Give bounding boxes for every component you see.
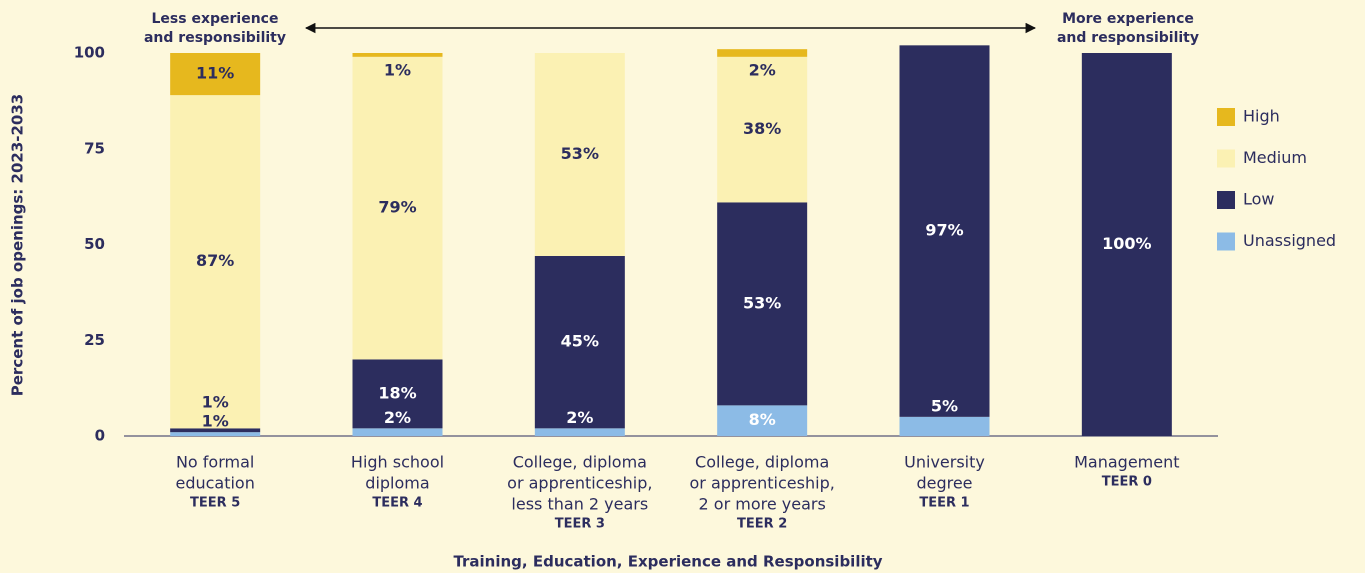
data-label: 2% (566, 408, 593, 427)
bar-segment (717, 405, 808, 436)
annotation: Less experience (152, 11, 279, 27)
teer-label: TEER 2 (737, 517, 787, 532)
x-tick-label: or apprenticeship, (507, 474, 652, 493)
x-tick-label: diploma (365, 474, 429, 493)
bar-segment (534, 428, 625, 436)
data-label: 53% (561, 144, 599, 163)
x-axis-label: Training, Education, Experience and Resp… (453, 553, 882, 571)
teer-label: TEER 5 (190, 496, 240, 511)
y-tick-label: 100 (74, 44, 105, 62)
legend-swatch (1217, 149, 1235, 168)
x-tick-label: or apprenticeship, (690, 474, 835, 493)
teer-label: TEER 1 (919, 496, 969, 511)
bar-segment (352, 53, 443, 57)
bar-segment (534, 53, 625, 256)
x-tick-label: High school (351, 453, 444, 472)
data-label: 45% (561, 332, 599, 351)
data-label: 11% (196, 64, 234, 83)
bar-segment (352, 359, 443, 429)
annotation: and responsibility (1057, 30, 1199, 46)
data-label: 1% (202, 412, 229, 431)
data-label: 79% (378, 198, 416, 217)
data-label: 100% (1102, 234, 1151, 253)
bar-segment (899, 416, 990, 436)
data-label: 2% (384, 408, 411, 427)
y-tick-label: 0 (95, 427, 105, 445)
data-label: 53% (743, 293, 781, 312)
data-label: 18% (378, 383, 416, 402)
x-tick-label: 2 or more years (699, 495, 826, 514)
x-tick-label: No formal (176, 453, 254, 472)
bar-segment (352, 56, 443, 360)
data-label: 1% (202, 393, 229, 412)
x-tick-label: College, diploma (695, 453, 829, 472)
legend-label: Unassigned (1243, 231, 1336, 250)
teer-label: TEER 0 (1102, 475, 1152, 490)
data-label: 38% (743, 119, 781, 138)
bar-segment (1081, 53, 1172, 436)
bar-segment (170, 95, 261, 429)
x-tick-label: College, diploma (513, 453, 647, 472)
x-tick-label: University (904, 453, 985, 472)
data-label: 87% (196, 251, 234, 270)
teer-label: TEER 4 (372, 496, 422, 511)
bar-segment (170, 53, 261, 96)
annotation: and responsibility (144, 30, 286, 46)
legend-label: Medium (1243, 148, 1307, 167)
bar-segment (170, 432, 261, 436)
bar-segment (717, 202, 808, 406)
data-label: 97% (925, 221, 963, 240)
bar-segment (170, 428, 261, 433)
bar-segment (717, 56, 808, 203)
bar-segment (717, 49, 808, 57)
legend-label: Low (1243, 190, 1275, 209)
x-tick-label: less than 2 years (511, 495, 648, 514)
x-tick-label: degree (916, 474, 972, 493)
data-label: 2% (749, 60, 776, 79)
bar-segment (534, 255, 625, 429)
y-axis-label: Percent of job openings: 2023-2033 (9, 94, 27, 396)
y-tick-label: 25 (84, 331, 105, 349)
y-tick-label: 50 (84, 235, 105, 253)
x-tick-label: Management (1074, 453, 1179, 472)
legend-swatch (1217, 108, 1235, 126)
data-label: 1% (384, 60, 411, 79)
teer-label: TEER 3 (555, 517, 605, 532)
legend-swatch (1217, 191, 1235, 209)
data-label: 5% (931, 396, 958, 415)
bar-segment (899, 45, 990, 417)
annotation: More experience (1062, 11, 1194, 27)
legend-label: High (1243, 107, 1280, 126)
bar-segment (352, 428, 443, 436)
legend-swatch (1217, 232, 1235, 251)
x-tick-label: education (175, 474, 254, 493)
y-tick-label: 75 (84, 139, 105, 157)
data-label: 8% (749, 410, 776, 429)
